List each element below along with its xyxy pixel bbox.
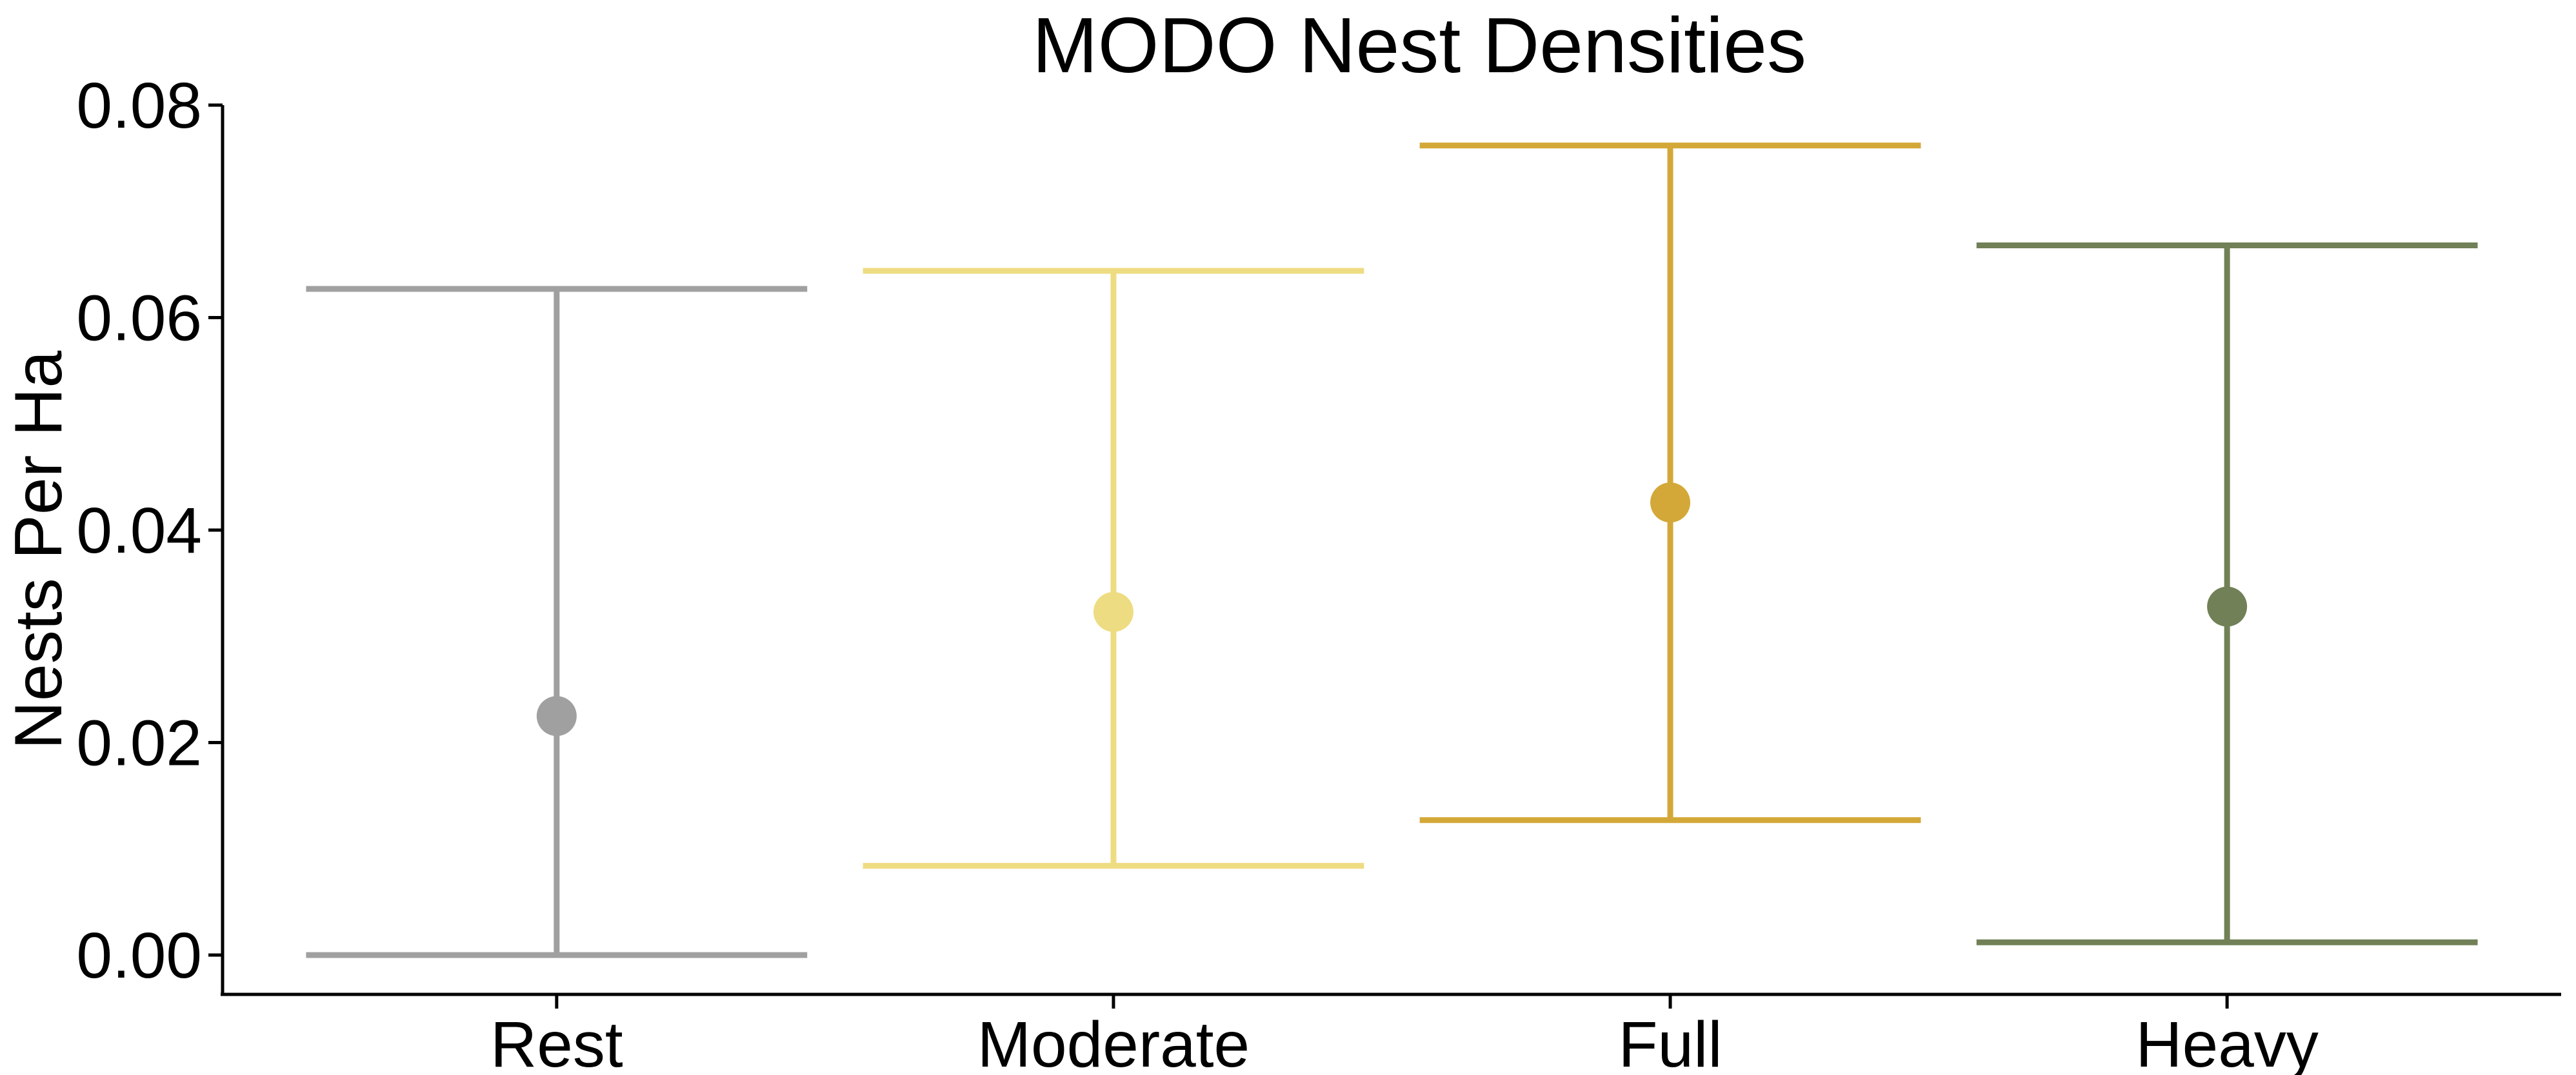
data-point (1093, 591, 1133, 632)
data-point (536, 696, 577, 736)
chart-title: MODO Nest Densities (1032, 1, 1806, 89)
x-axis-ticks: Rest Moderate Full Heavy (490, 994, 2319, 1075)
y-axis-ticks: 0.00 0.02 0.04 0.06 0.08 (76, 70, 223, 992)
y-tick-label: 0.06 (76, 282, 202, 355)
y-axis-label: Nests Per Ha (1, 351, 76, 750)
y-tick-label: 0.04 (76, 495, 202, 567)
y-tick-label: 0.00 (76, 920, 202, 992)
x-tick-label: Rest (490, 1009, 623, 1075)
y-tick-label: 0.08 (76, 70, 202, 142)
y-tick-label: 0.02 (76, 707, 202, 780)
error-bar-marks (306, 143, 2478, 958)
data-point (1650, 482, 1691, 523)
x-tick-label: Heavy (2135, 1009, 2318, 1075)
x-tick-label: Moderate (977, 1009, 1250, 1075)
x-tick-label: Full (1618, 1009, 1722, 1075)
data-point (2207, 586, 2248, 627)
